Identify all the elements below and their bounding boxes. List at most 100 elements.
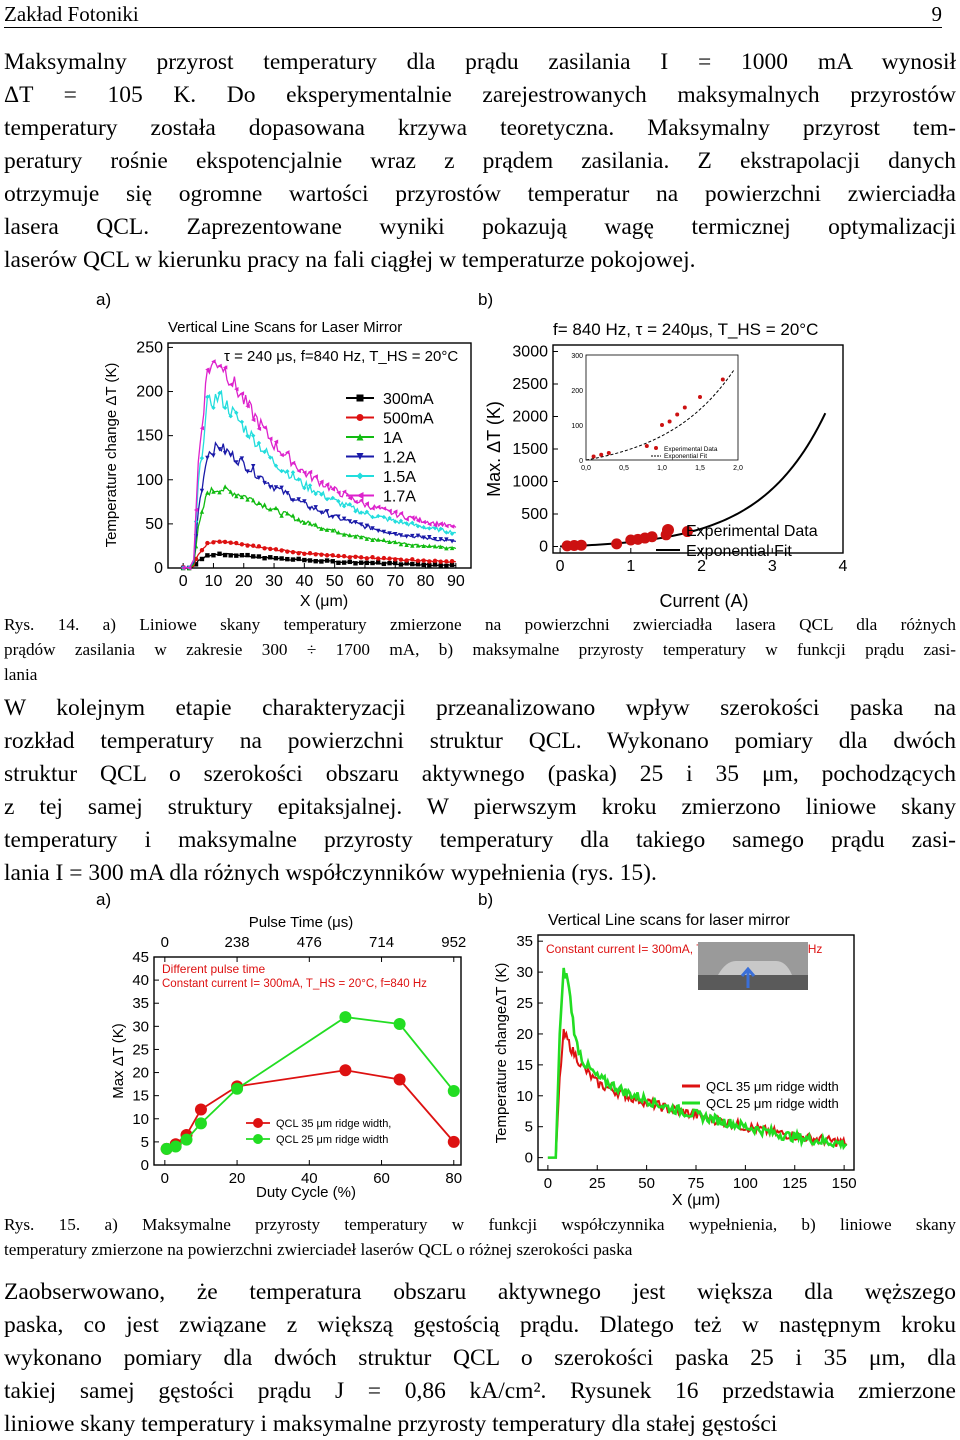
data-point — [336, 514, 341, 519]
data-point — [222, 484, 228, 489]
data-point — [364, 523, 370, 528]
data-point — [262, 546, 267, 551]
inset-data-point — [591, 454, 596, 459]
data-point — [302, 557, 307, 563]
data-point — [234, 553, 239, 558]
data-point — [251, 464, 256, 469]
data-point — [268, 506, 273, 512]
data-point — [330, 559, 335, 564]
data-point — [381, 529, 387, 535]
data-point — [234, 540, 239, 546]
data-point — [279, 485, 284, 490]
data-point — [381, 561, 387, 567]
text-line: otrzymuje się ogromne wartości przyrostó… — [4, 181, 956, 207]
data-point — [438, 537, 443, 542]
data-point — [273, 547, 279, 552]
data-point — [404, 558, 409, 563]
data-point — [449, 539, 455, 544]
data-point — [444, 530, 449, 535]
data-point — [251, 554, 256, 559]
x-tick-label: 100 — [733, 1175, 758, 1192]
data-point — [169, 1140, 182, 1153]
y-tick-label: 10 — [516, 1088, 533, 1105]
data-point — [307, 469, 313, 475]
x-tick-label: 0 — [179, 573, 188, 590]
data-point — [273, 439, 279, 444]
paragraph-1: Maksymalny przyrost temperatury dla prąd… — [4, 46, 956, 277]
text-line: wykonano pomiary dla dwóch struktur QCL … — [4, 1345, 956, 1371]
x-tick-label: 20 — [229, 1170, 246, 1187]
x-tick-label: 0 — [544, 1175, 552, 1192]
data-point — [387, 556, 392, 561]
text-line: paska, co jest związane z większą gęstoś… — [4, 1312, 956, 1338]
data-point — [324, 558, 330, 563]
y-tick-label: 100 — [136, 472, 163, 489]
data-point — [239, 391, 245, 396]
x-tick-label: 1 — [626, 558, 635, 575]
data-point — [307, 558, 313, 563]
data-point — [387, 560, 392, 566]
series-1A: 1A — [180, 430, 457, 571]
x-axis-label: X (μm) — [300, 593, 348, 610]
data-point — [415, 562, 421, 567]
x-tick-label: 40 — [295, 573, 313, 590]
data-point — [393, 560, 398, 566]
y-tick-label: 15 — [516, 1057, 533, 1074]
text-line: lasera QCL. Zaprezentowane wyniki pokazu… — [4, 214, 956, 240]
data-point — [279, 513, 284, 518]
fig14-label-a: a) — [96, 290, 112, 309]
data-point — [370, 555, 375, 560]
data-point — [387, 531, 392, 536]
legend-marker — [356, 453, 364, 460]
data-point — [381, 555, 387, 561]
data-point — [398, 557, 404, 562]
data-point — [376, 504, 381, 510]
legend-label: 500mA — [383, 411, 434, 428]
data-point — [444, 563, 449, 569]
data-point — [222, 405, 228, 411]
data-point — [262, 502, 267, 507]
data-point — [347, 559, 352, 565]
x-axis-label: Current (A) — [659, 591, 748, 611]
data-point — [421, 562, 426, 568]
y-tick-label: 45 — [132, 949, 149, 966]
data-point — [268, 555, 273, 560]
data-point — [353, 561, 358, 566]
data-point — [410, 515, 415, 520]
data-point — [302, 470, 307, 475]
text-line: z tej samej struktury epitaksjalnej. W p… — [4, 794, 956, 820]
legend-marker — [253, 1134, 263, 1144]
data-point — [285, 549, 290, 554]
data-point — [387, 508, 392, 514]
y-tick-label: 15 — [132, 1088, 149, 1105]
data-point — [336, 560, 341, 565]
x-tick-label: 4 — [839, 558, 848, 575]
data-point — [256, 440, 262, 446]
data-point — [432, 523, 438, 528]
data-point — [341, 532, 347, 537]
data-point — [370, 514, 375, 520]
data-point — [273, 485, 279, 490]
figure-14-caption: Rys. 14. a) Liniowe skany temperatury zm… — [4, 612, 956, 687]
data-point — [256, 554, 262, 559]
y-tick-label: 1500 — [512, 441, 548, 458]
data-point — [222, 365, 228, 370]
data-point — [358, 560, 364, 565]
data-point — [427, 535, 432, 540]
data-point — [313, 558, 318, 564]
data-point — [239, 419, 245, 425]
text-line: lania — [4, 665, 38, 684]
data-point — [273, 463, 279, 468]
data-point — [234, 460, 239, 465]
data-point — [290, 460, 296, 466]
inset-data-point — [599, 452, 604, 457]
data-point — [432, 536, 438, 542]
plot-frame — [167, 342, 472, 569]
top-tick-label: 238 — [225, 934, 250, 951]
chart-title: f= 840 Hz, τ = 240μs, T_HS = 20°C — [553, 320, 818, 339]
inset-y-tick-label: 0 — [579, 458, 583, 465]
legend-marker — [356, 433, 364, 441]
plot-frame — [153, 956, 462, 1166]
data-point — [427, 563, 432, 568]
data-point — [199, 556, 205, 562]
